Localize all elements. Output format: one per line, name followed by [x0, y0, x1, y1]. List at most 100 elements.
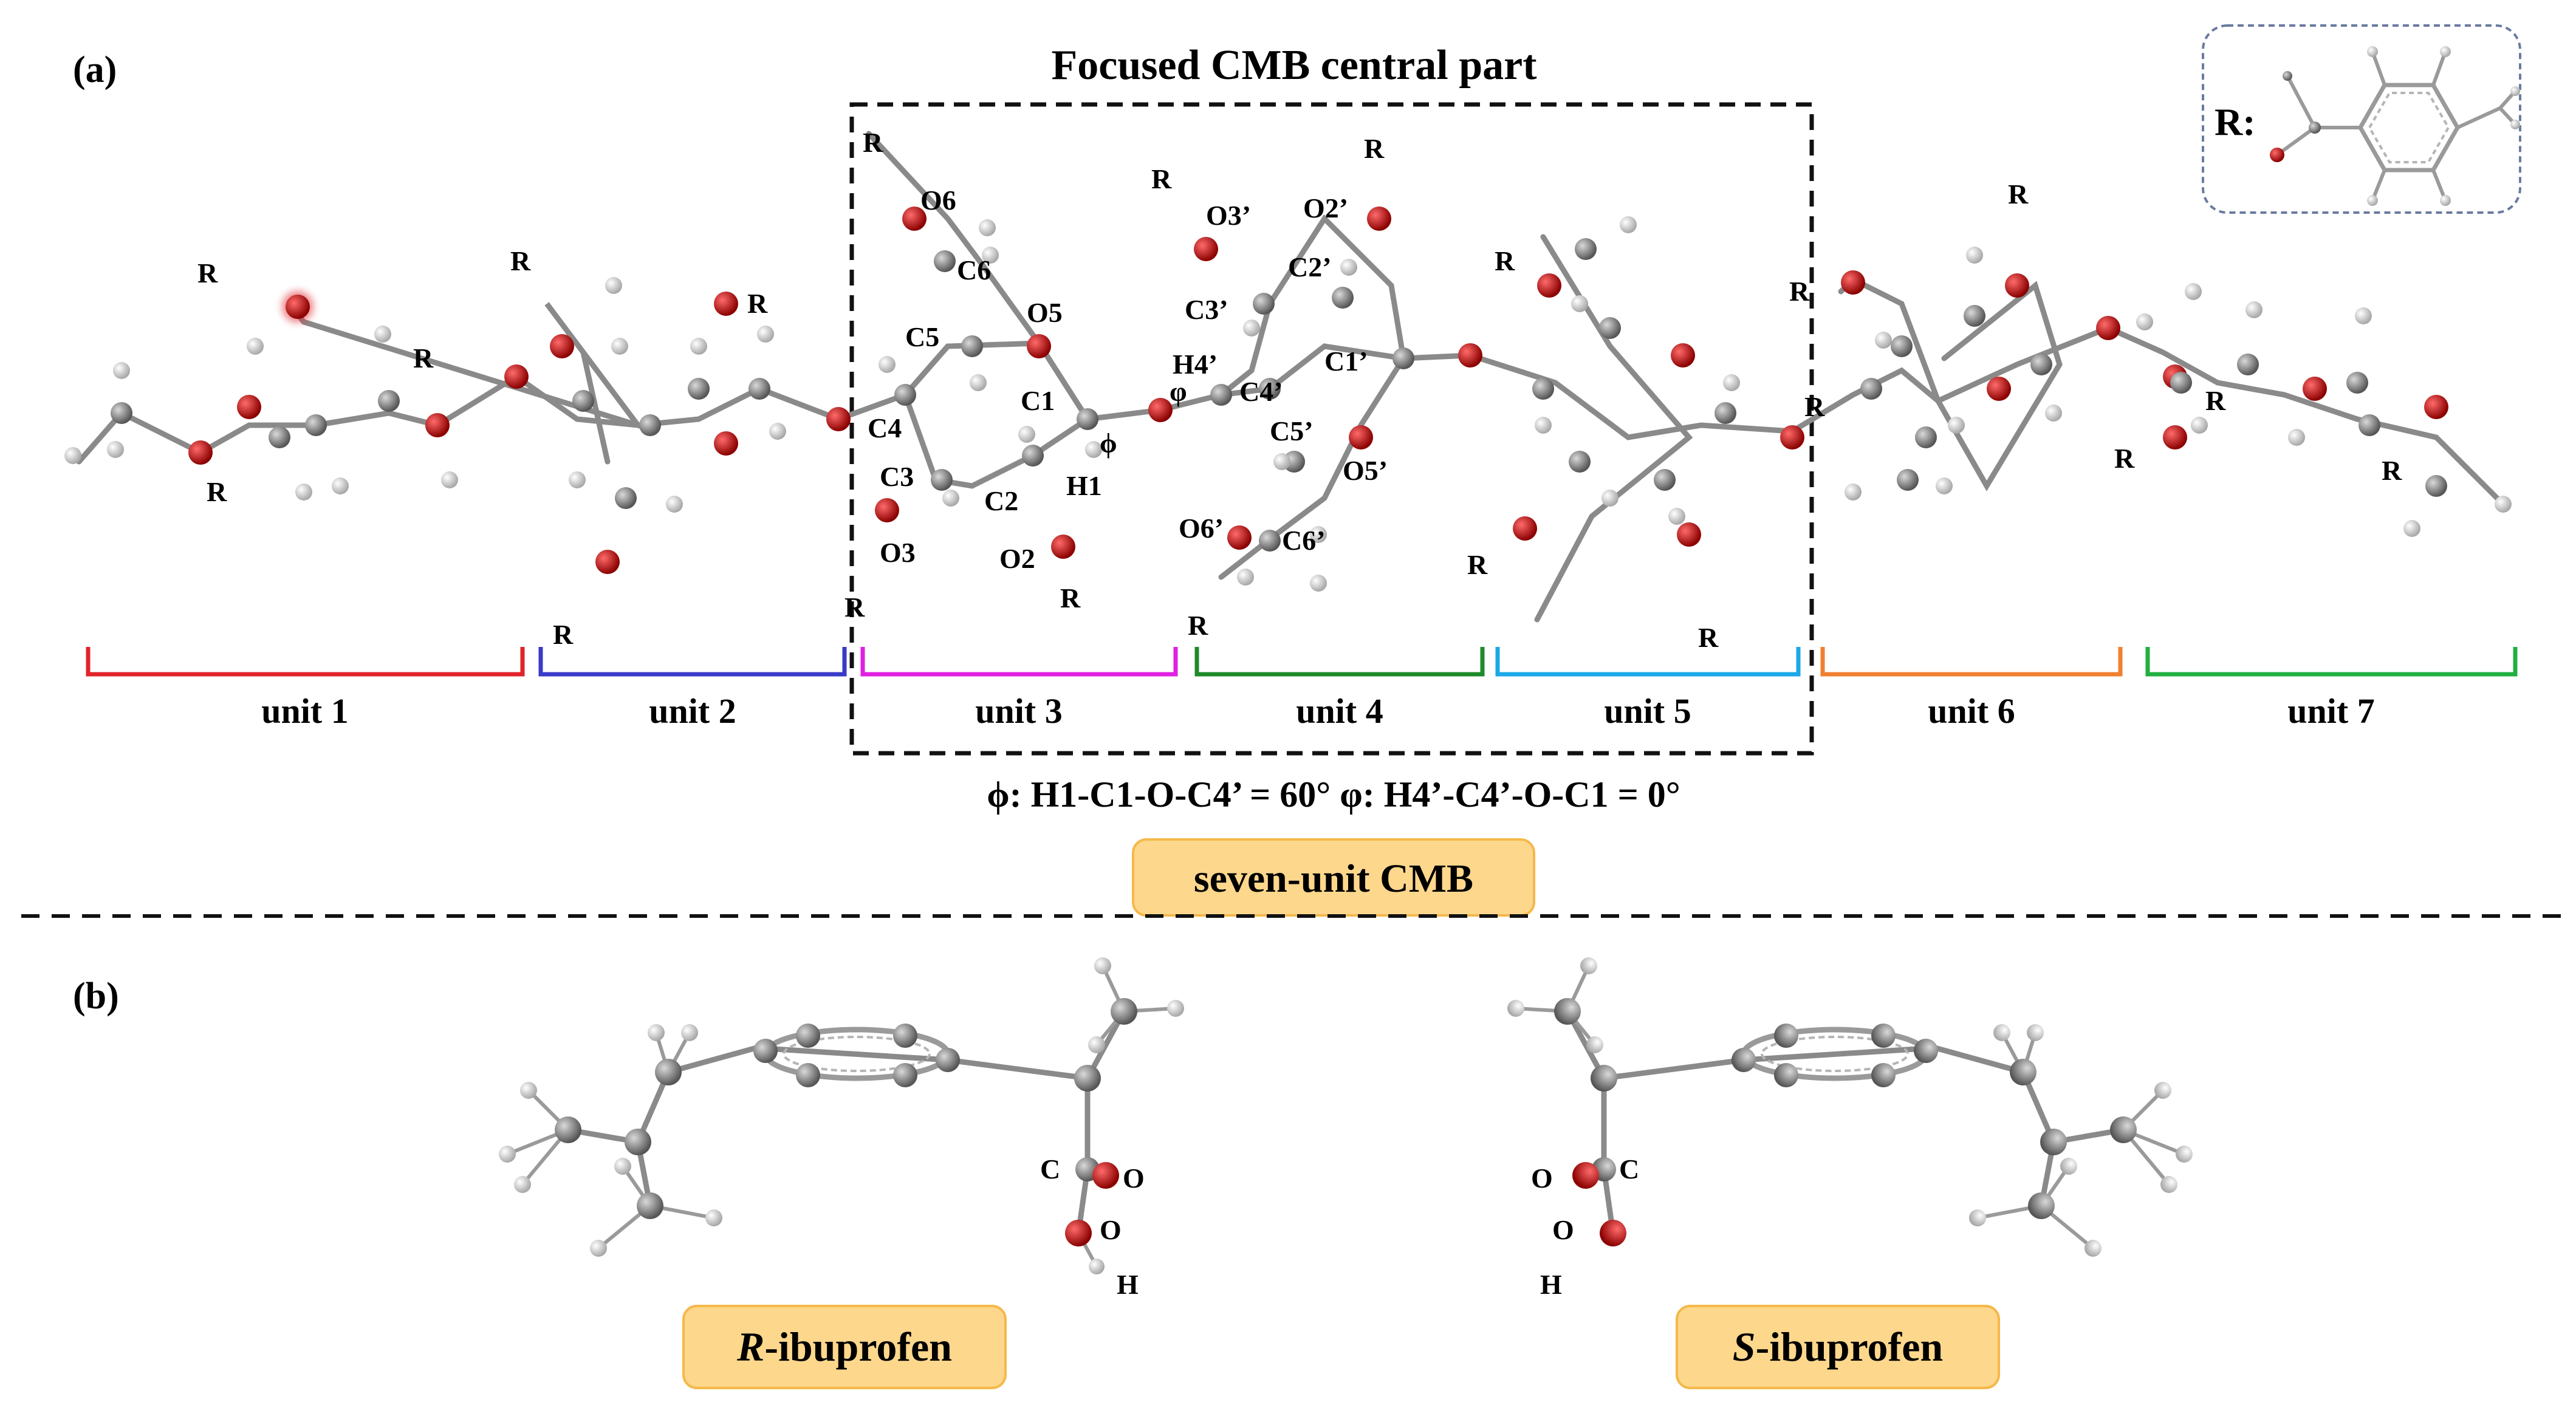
carbonyl-oxygen: [1572, 1162, 1599, 1189]
atom-label: C: [1619, 1154, 1639, 1185]
hydrogen-atom: [1966, 247, 1983, 264]
oxygen-atom: [1513, 516, 1537, 541]
r-label: R: [1789, 276, 1810, 307]
unit-2-label: unit 2: [649, 691, 736, 731]
oxygen-atom: [1227, 525, 1252, 550]
hydrogen-atom: [1668, 508, 1685, 525]
s-ibuprofen-badge: [1676, 1305, 2000, 1389]
carbon-atom: [748, 378, 770, 400]
unit-1-bracket: [86, 647, 525, 677]
carbon-atom: [1074, 1065, 1101, 1092]
hydrogen-atom: [2060, 1158, 2077, 1175]
hydrogen-atom: [113, 362, 130, 379]
hydrogen-atom: [1969, 1209, 1986, 1226]
hydrogen-atom: [979, 219, 996, 236]
oxygen-atom: [188, 440, 213, 465]
hydrogen-atom: [970, 374, 987, 391]
hydrogen-atom: [2440, 195, 2451, 206]
atom-label: C1’: [1324, 346, 1368, 377]
oxygen-atom: [1780, 425, 1804, 450]
carbon-atom: [111, 402, 132, 424]
atom-label: H1: [1066, 470, 1102, 501]
hydrogen-atom: [2245, 301, 2263, 318]
unit-5-bracket: [1495, 647, 1801, 677]
atom-label: C4’: [1239, 376, 1283, 407]
atom-label: O: [1123, 1163, 1145, 1194]
hydrogen-atom: [648, 1024, 665, 1041]
hydrogen-atom: [1875, 332, 1892, 349]
carbon-atom: [1915, 426, 1937, 448]
cmb-badge-label: seven-unit CMB: [1194, 856, 1473, 901]
carbon-atom: [1253, 293, 1275, 315]
carbon-atom: [893, 1024, 917, 1048]
oxygen-atom: [826, 407, 851, 431]
carbon-atom: [1022, 445, 1044, 467]
hydrogen-atom: [295, 484, 312, 501]
hydrogen-atom: [611, 338, 628, 355]
r-group-legend: R:: [2202, 24, 2521, 214]
atom-label: C4: [868, 412, 902, 443]
unit-4-label: unit 4: [1296, 691, 1383, 731]
hydrogen-atom: [1085, 441, 1102, 458]
atom-label: O2’: [1303, 193, 1348, 224]
s-ibuprofen-prefix: S: [1733, 1324, 1756, 1370]
carbon-atom: [894, 384, 916, 406]
atom-label: C: [1040, 1154, 1060, 1185]
r-label: R: [2114, 443, 2135, 474]
r-label: R: [1467, 549, 1488, 580]
unit-7-label: unit 7: [2287, 691, 2374, 731]
hydrogen-atom: [2136, 313, 2153, 330]
unit-4-atoms: [1194, 207, 1482, 592]
hydrogen-atom: [690, 338, 707, 355]
carbon-atom: [2028, 1192, 2055, 1219]
r-label: R: [207, 476, 227, 507]
carbon-atom: [796, 1024, 820, 1048]
hydrogen-atom: [1580, 957, 1597, 974]
hydrogen-atom: [2027, 1024, 2044, 1041]
hydrogen-atom: [499, 1146, 516, 1163]
r-ibuprofen-label: R-ibuprofen: [736, 1324, 952, 1370]
atom-label: O3’: [1206, 200, 1251, 231]
oxygen-atom: [550, 334, 574, 358]
hydrogen-atom: [757, 326, 774, 343]
hydrogen-atom: [1993, 1024, 2010, 1041]
carbon-atom: [753, 1039, 778, 1063]
hydrogen-atom: [332, 477, 349, 494]
carbon-atom: [1964, 305, 1985, 327]
unit-7-bracket: [2145, 647, 2518, 677]
hydrogen-atom: [614, 1158, 631, 1175]
unit-3-label: unit 3: [975, 691, 1062, 731]
unit-7-atoms: [2136, 283, 2512, 537]
carbon-atom: [1569, 451, 1591, 473]
hydrogen-atom: [1723, 374, 1740, 391]
unit-2-bracket: [538, 647, 847, 677]
carbon-atom: [1259, 378, 1281, 400]
oxygen-atom: [2270, 148, 2284, 162]
hydrogen-atom: [1340, 259, 1357, 276]
r-label: R: [844, 592, 865, 623]
carbon-atom: [2237, 354, 2259, 375]
hydrogen-atom: [2176, 1146, 2193, 1163]
hydrogen-atom: [64, 447, 81, 464]
r-legend-label: R:: [2215, 100, 2256, 143]
hydrogen-atom: [2510, 120, 2520, 129]
r-label: R: [1151, 163, 1172, 194]
unit-1-atoms: [64, 291, 458, 501]
r-label: R: [1495, 245, 1515, 276]
dihedral-caption: ϕ: H1-C1-O-C4’ = 60° φ: H4’-C4’-O-C1 = 0…: [987, 774, 1680, 815]
carbon-atom: [1259, 530, 1281, 552]
carbon-atom: [1599, 317, 1621, 339]
carbon-atom: [2283, 71, 2292, 81]
atom-label: C1: [1021, 385, 1055, 416]
hydrogen-atom: [1936, 477, 1953, 494]
carbon-atom: [2346, 372, 2368, 394]
r-ibuprofen-suffix: -ibuprofen: [764, 1324, 952, 1370]
panel-b-label: (b): [73, 976, 119, 1017]
carbon-atom: [1283, 451, 1305, 473]
carbon-atom: [637, 1192, 663, 1219]
oxygen-atom: [1841, 270, 1865, 295]
carbon-atom: [1871, 1063, 1896, 1087]
r-ibuprofen-molecule: C O O H: [499, 957, 1184, 1300]
atom-label: C2: [984, 485, 1018, 516]
